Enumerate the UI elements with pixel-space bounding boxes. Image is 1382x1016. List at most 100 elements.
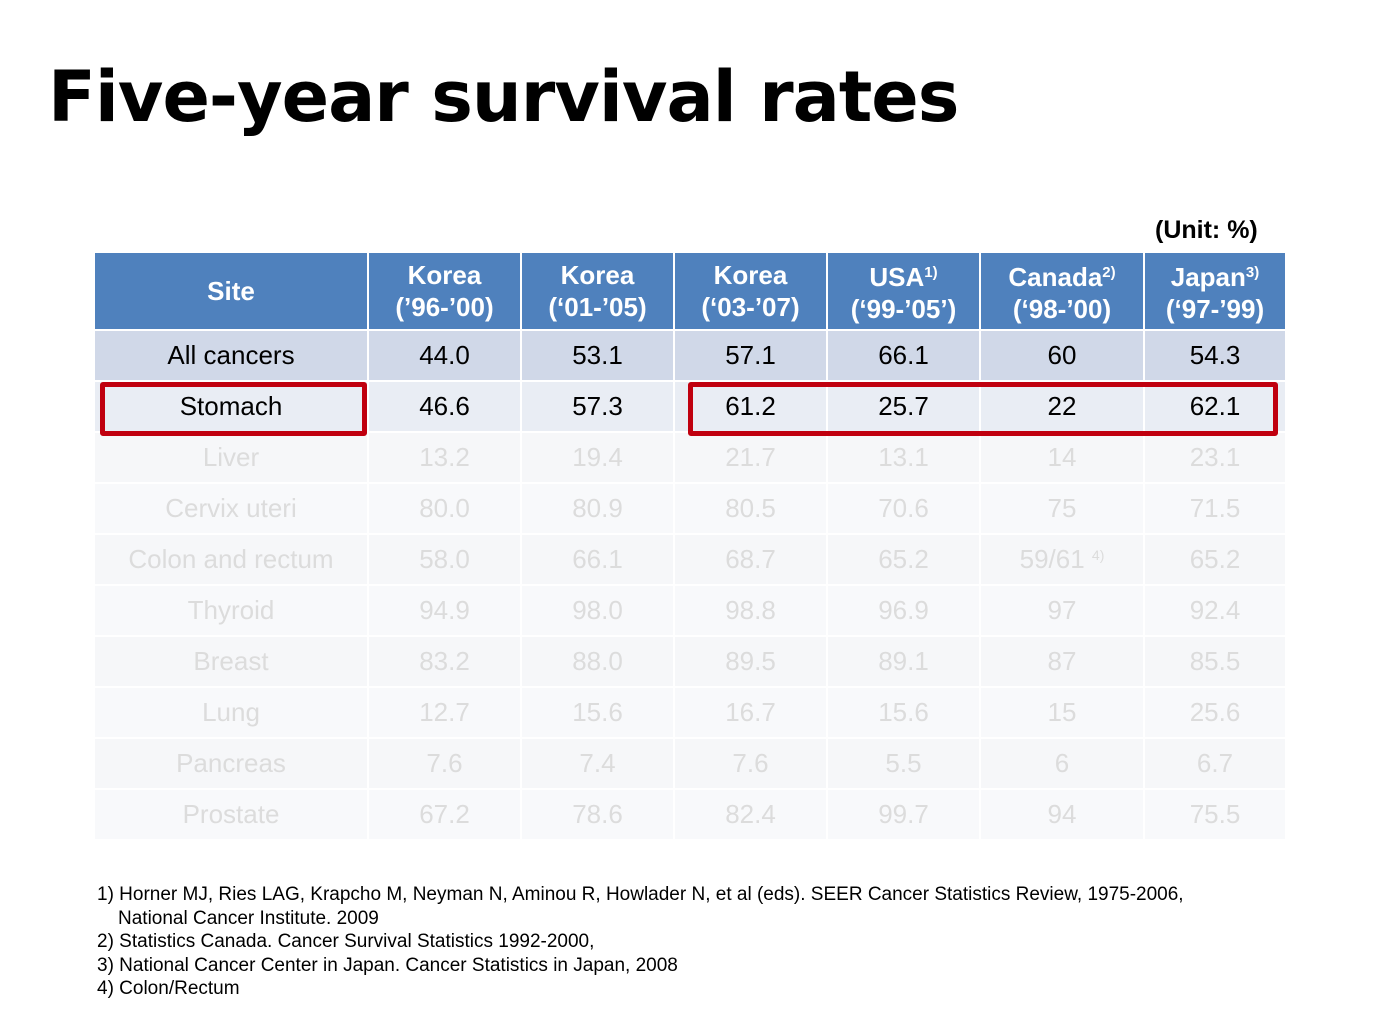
column-header: Japan3) (‘97-’99)	[1144, 253, 1285, 331]
column-header: Canada2) (‘98-’00)	[980, 253, 1145, 331]
value-text: 80.5	[725, 493, 776, 523]
value-cell: 98.8	[674, 585, 828, 637]
value-cell: 25.6	[1144, 687, 1285, 739]
value-text: 80.9	[572, 493, 623, 523]
site-cell: Pancreas	[95, 738, 369, 790]
value-text: 83.2	[419, 646, 470, 676]
value-cell: 68.7	[674, 534, 828, 586]
value-cell: 58.0	[368, 534, 522, 586]
value-text: 5.5	[885, 748, 922, 778]
value-text: 25.7	[878, 391, 929, 421]
column-header: USA1) (‘99-’05’)	[827, 253, 981, 331]
value-cell: 19.4	[521, 432, 675, 484]
value-cell: 87	[980, 636, 1145, 688]
value-cell: 15.6	[521, 687, 675, 739]
column-header: Korea (‘03-’07)	[674, 253, 828, 331]
value-cell: 6.7	[1144, 738, 1285, 790]
value-text: 22	[1047, 391, 1077, 421]
value-text: 14	[1047, 442, 1077, 472]
table-row: Pancreas 7.6 7.4 7.6 5.5 6 6.7	[95, 738, 1285, 790]
value-cell: 92.4	[1144, 585, 1285, 637]
value-text: 96.9	[878, 595, 929, 625]
value-text: 59/61	[1019, 544, 1085, 574]
value-text: 99.7	[878, 799, 929, 829]
column-header-label: Korea	[713, 260, 788, 290]
value-cell: 60	[980, 330, 1145, 382]
table-row: Prostate 67.2 78.6 82.4 99.7 94 75.5	[95, 789, 1285, 841]
column-header: Korea (’96-’00)	[368, 253, 522, 331]
value-cell: 7.6	[674, 738, 828, 790]
value-cell: 66.1	[521, 534, 675, 586]
column-header: Korea (‘01-’05)	[521, 253, 675, 331]
value-text: 13.2	[419, 442, 470, 472]
value-cell: 80.5	[674, 483, 828, 535]
site-cell: Breast	[95, 636, 369, 688]
value-cell: 46.6	[368, 381, 522, 433]
value-cell: 14	[980, 432, 1145, 484]
value-cell: 89.5	[674, 636, 828, 688]
value-cell: 62.1	[1144, 381, 1285, 433]
value-text: 94	[1047, 799, 1077, 829]
value-cell: 94.9	[368, 585, 522, 637]
column-header-site: Site	[95, 253, 369, 331]
value-text: 15.6	[572, 697, 623, 727]
value-text: 97	[1047, 595, 1077, 625]
column-header-label: Japan	[1170, 262, 1246, 292]
value-text: 6	[1054, 748, 1070, 778]
value-cell: 94	[980, 789, 1145, 841]
value-text: 92.4	[1189, 595, 1241, 625]
value-cell: 25.7	[827, 381, 981, 433]
value-cell: 66.1	[827, 330, 981, 382]
table-row: Breast 83.2 88.0 89.5 89.1 87 85.5	[95, 636, 1285, 688]
value-text: 7.6	[732, 748, 769, 778]
value-text: 70.6	[878, 493, 929, 523]
value-text: 13.1	[878, 442, 929, 472]
value-text: 68.7	[725, 544, 776, 574]
footnote-marker: 1)	[924, 264, 938, 281]
value-text: 46.6	[419, 391, 470, 421]
value-cell: 6	[980, 738, 1145, 790]
site-cell: Liver	[95, 432, 369, 484]
footnote-marker: 2)	[1102, 264, 1116, 281]
column-header-period: (‘01-’05)	[548, 292, 647, 322]
value-text: 71.5	[1189, 493, 1241, 523]
column-header-period: (‘99-’05’)	[850, 294, 957, 324]
value-cell: 82.4	[674, 789, 828, 841]
value-text: 15	[1047, 697, 1077, 727]
value-cell: 53.1	[521, 330, 675, 382]
value-cell: 85.5	[1144, 636, 1285, 688]
value-cell: 22	[980, 381, 1145, 433]
value-text: 65.2	[878, 544, 929, 574]
table-row: All cancers 44.0 53.1 57.1 66.1 60 54.3	[95, 330, 1285, 382]
value-text: 75.5	[1189, 799, 1241, 829]
value-cell: 71.5	[1144, 483, 1285, 535]
value-cell: 80.9	[521, 483, 675, 535]
value-cell: 80.0	[368, 483, 522, 535]
value-text: 89.1	[878, 646, 929, 676]
value-cell: 15	[980, 687, 1145, 739]
value-text: 85.5	[1189, 646, 1241, 676]
value-text: 66.1	[878, 340, 929, 370]
footnote-continuation: National Cancer Institute. 2009	[118, 907, 379, 929]
value-cell: 65.2	[1144, 534, 1285, 586]
value-text: 7.4	[579, 748, 616, 778]
table-row: Lung 12.7 15.6 16.7 15.6 15 25.6	[95, 687, 1285, 739]
value-text: 57.1	[725, 340, 776, 370]
value-text: 23.1	[1189, 442, 1241, 472]
value-cell: 16.7	[674, 687, 828, 739]
value-cell: 65.2	[827, 534, 981, 586]
value-text: 67.2	[419, 799, 470, 829]
value-cell: 98.0	[521, 585, 675, 637]
value-cell: 44.0	[368, 330, 522, 382]
value-text: 65.2	[1189, 544, 1241, 574]
column-header-label: Korea	[560, 260, 635, 290]
value-cell: 13.1	[827, 432, 981, 484]
value-cell: 88.0	[521, 636, 675, 688]
value-cell: 57.1	[674, 330, 828, 382]
column-header-period: (‘03-’07)	[701, 292, 800, 322]
footnotes: 1) Horner MJ, Ries LAG, Krapcho M, Neyma…	[97, 883, 1184, 1001]
footnote: 3) National Cancer Center in Japan. Canc…	[97, 954, 678, 976]
column-header-period: (’96-’00)	[395, 292, 494, 322]
value-text: 15.6	[878, 697, 929, 727]
column-header-period: (‘98-’00)	[1012, 294, 1112, 324]
